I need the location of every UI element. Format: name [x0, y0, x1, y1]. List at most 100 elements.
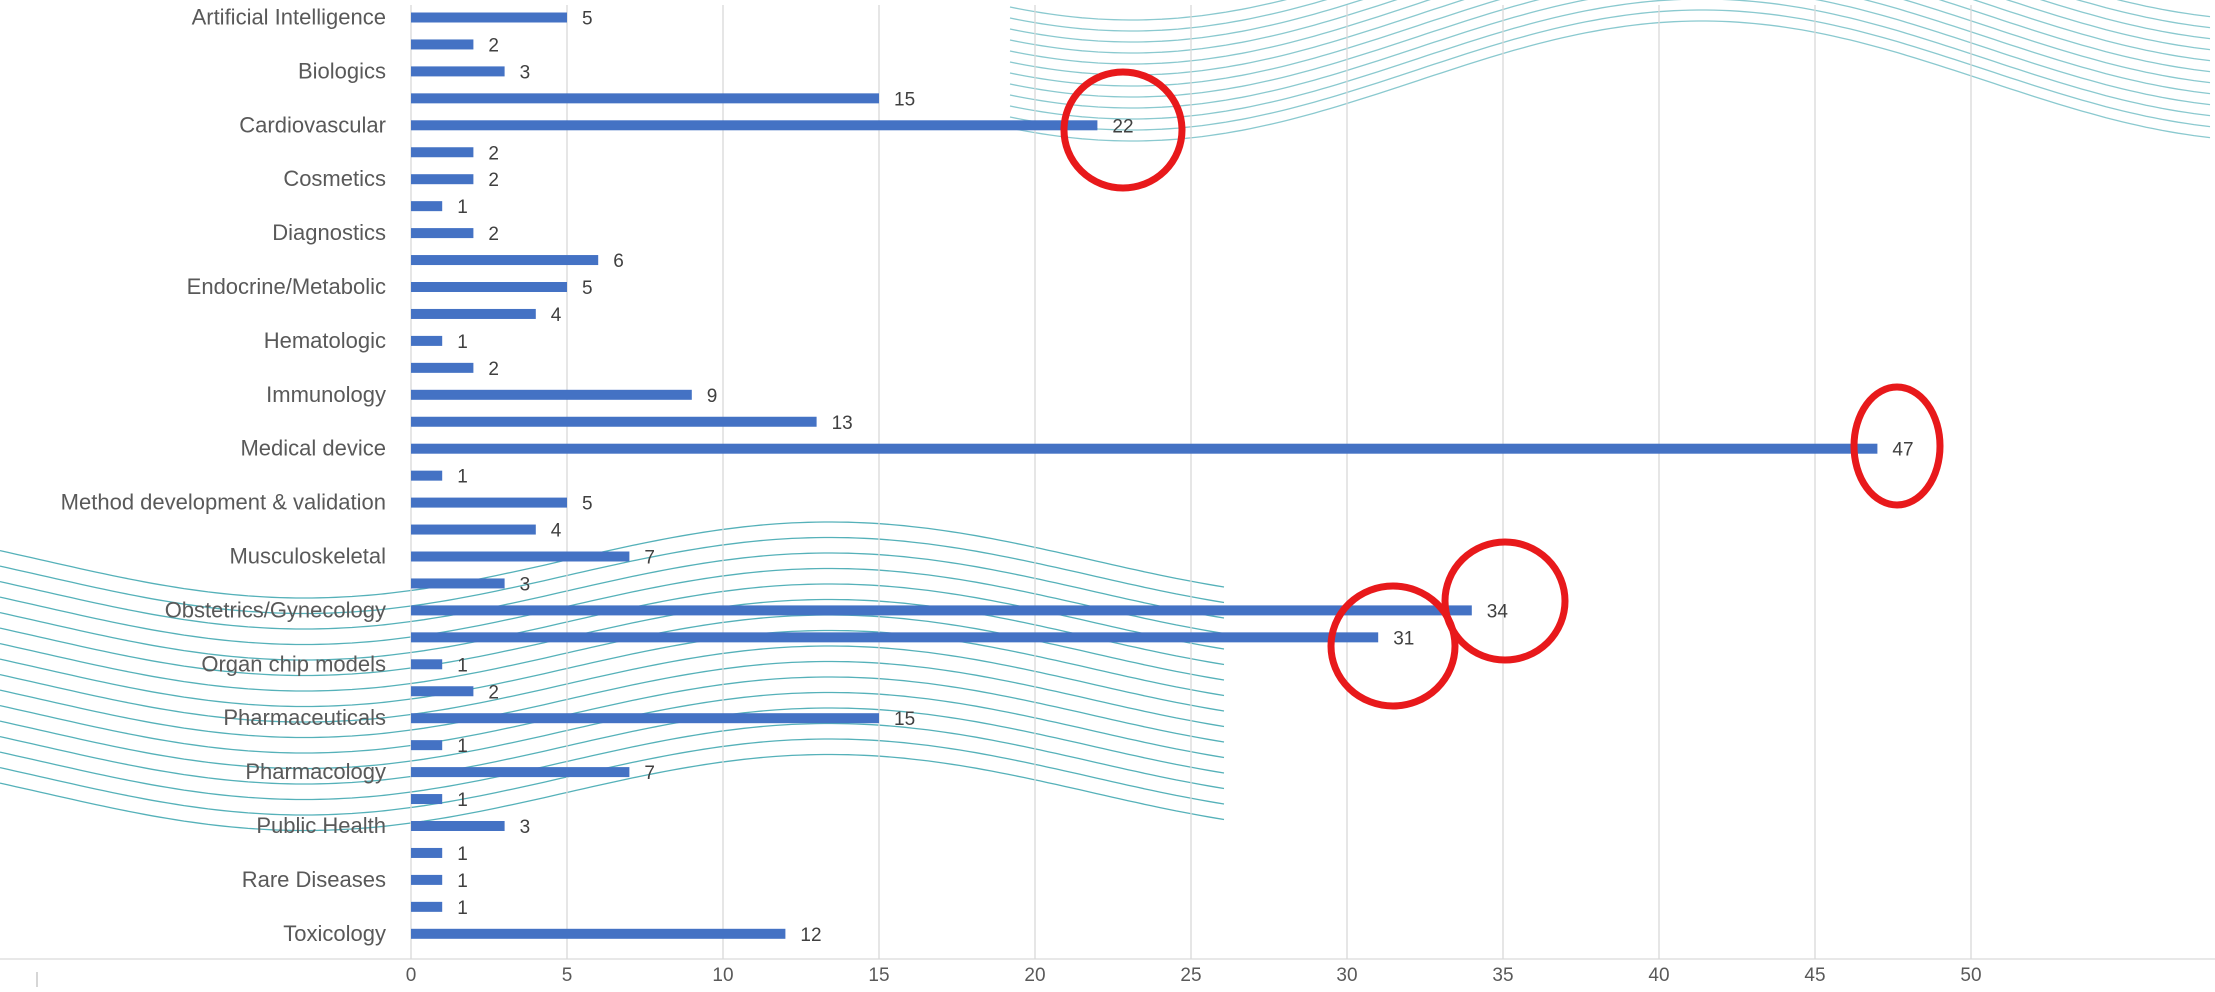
bar — [411, 389, 692, 400]
data-label: 1 — [457, 197, 468, 218]
bar — [411, 686, 474, 697]
data-label: 5 — [582, 494, 593, 515]
data-label: 3 — [520, 817, 531, 838]
data-label: 3 — [520, 574, 531, 595]
bottom-wave-line — [0, 660, 1225, 739]
category-label: Biologics — [298, 58, 386, 83]
data-label: 1 — [457, 871, 468, 892]
bar — [411, 362, 474, 373]
data-label: 22 — [1112, 116, 1133, 137]
top-wave-line — [1009, 0, 2211, 21]
data-label: 4 — [551, 305, 562, 326]
bottom-wave-line — [0, 707, 1225, 785]
data-label: 1 — [457, 332, 468, 353]
data-label: 1 — [457, 736, 468, 757]
bar — [411, 632, 1379, 643]
data-label: 6 — [613, 251, 624, 272]
bar — [411, 740, 443, 751]
bar — [411, 847, 443, 858]
bar — [411, 201, 443, 212]
bar — [411, 335, 443, 346]
value-labels: 5231522221265412913471547334311215171311… — [457, 9, 1913, 946]
category-label: Pharmacology — [245, 759, 386, 784]
bar — [411, 767, 630, 778]
top-wave-line — [1009, 9, 2211, 131]
category-label: Cardiovascular — [239, 112, 386, 137]
bottom-wave-line — [0, 753, 1225, 832]
category-label: Method development & validation — [61, 490, 386, 515]
bar — [411, 255, 599, 266]
bar — [411, 578, 505, 589]
bottom-wave-line — [0, 738, 1225, 816]
category-label: Immunology — [266, 382, 386, 407]
bar — [411, 228, 474, 239]
data-label: 15 — [894, 709, 915, 730]
bar — [411, 551, 630, 562]
top-wave-line — [1009, 20, 2211, 142]
bottom-wave-line — [0, 567, 1225, 646]
category-label: Obstetrics/Gynecology — [165, 597, 386, 622]
bar — [411, 308, 536, 319]
x-tick-label: 25 — [1180, 965, 1201, 986]
data-label: 1 — [457, 790, 468, 811]
top-wave-line — [1009, 0, 2211, 65]
data-label: 2 — [488, 170, 499, 191]
data-label: 1 — [457, 655, 468, 676]
x-tick-label: 5 — [562, 965, 573, 986]
data-label: 15 — [894, 89, 915, 110]
highlight-circle — [1441, 538, 1569, 664]
bar — [411, 416, 817, 427]
top-wave-line — [1009, 0, 2211, 87]
category-label: Toxicology — [283, 921, 386, 946]
data-label: 2 — [488, 359, 499, 380]
x-tick-label: 20 — [1024, 965, 1045, 986]
data-label: 7 — [644, 763, 655, 784]
data-label: 2 — [488, 682, 499, 703]
bottom-wave-line — [0, 598, 1225, 677]
gridlines — [410, 5, 1972, 959]
highlight-circle — [1327, 582, 1459, 710]
bar — [411, 443, 1878, 454]
bar — [411, 497, 567, 508]
x-tick-label: 30 — [1336, 965, 1357, 986]
bottom-wave-line — [0, 552, 1225, 630]
data-label: 12 — [800, 925, 821, 946]
highlight-circle — [1850, 383, 1944, 509]
bar — [411, 659, 443, 670]
category-label: Hematologic — [264, 328, 386, 353]
bottom-wave-line — [0, 536, 1225, 615]
highlight-circle — [1060, 68, 1186, 192]
data-label: 1 — [457, 844, 468, 865]
x-tick-label: 50 — [1960, 965, 1981, 986]
data-label: 13 — [832, 413, 853, 434]
bar — [411, 39, 474, 50]
bottom-wave-line — [0, 676, 1225, 754]
x-tick-label: 0 — [406, 965, 417, 986]
bar — [411, 12, 567, 23]
data-label: 5 — [582, 278, 593, 299]
category-label: Cosmetics — [283, 166, 386, 191]
x-tick-label: 35 — [1492, 965, 1513, 986]
category-label: Public Health — [256, 813, 386, 838]
bar — [411, 821, 505, 831]
bottom-wave-line — [0, 521, 1225, 599]
category-label: Diagnostics — [272, 220, 386, 245]
bar — [411, 174, 474, 185]
bar — [411, 928, 786, 939]
category-label: Medical device — [240, 436, 386, 461]
bar — [411, 605, 1472, 616]
bar — [411, 470, 443, 481]
bar — [411, 713, 879, 724]
bottom-wave-line — [0, 645, 1225, 723]
bar — [411, 66, 505, 77]
bar — [411, 794, 443, 805]
bottom-wave-line — [0, 722, 1225, 801]
top-wave-line — [1009, 0, 2211, 43]
bar — [411, 282, 567, 292]
x-tick-label: 45 — [1804, 965, 1825, 986]
data-label: 1 — [457, 898, 468, 919]
bottom-wave-line — [0, 629, 1225, 708]
x-axis: 0 5 10 15 20 25 30 35 40 45 50 — [0, 958, 2215, 987]
bar — [411, 524, 536, 535]
